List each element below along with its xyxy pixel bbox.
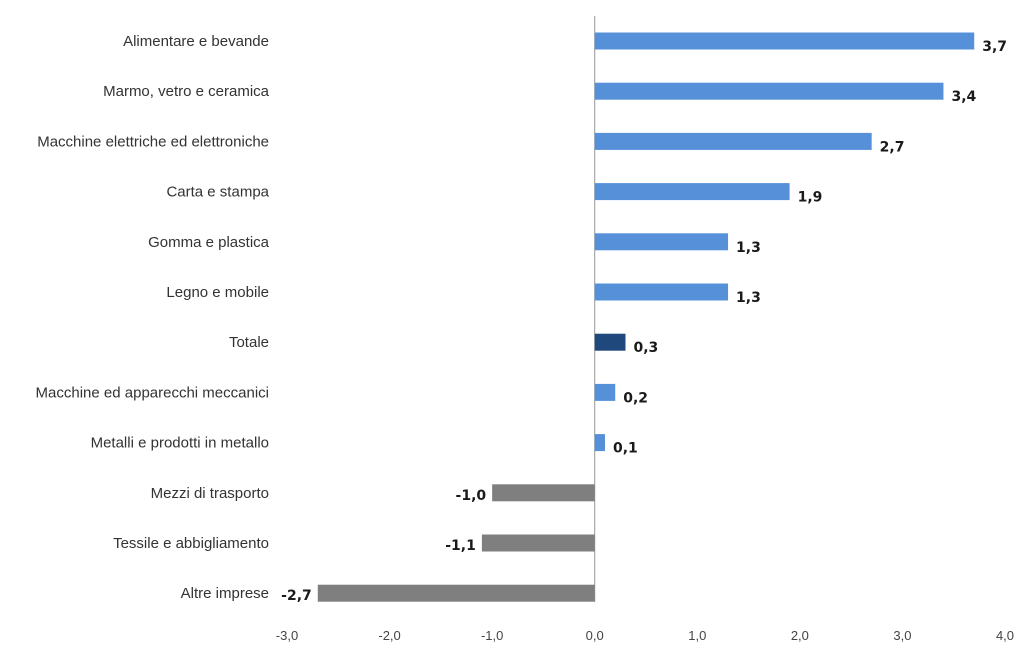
x-tick-label: -1,0 — [481, 628, 503, 643]
bar-alimentare-e-bevande — [594, 32, 975, 50]
x-tick-label: 2,0 — [791, 628, 809, 643]
value-label-alimentare-e-bevande: 3,7 — [982, 39, 1007, 55]
bar-altre-imprese — [317, 584, 595, 602]
x-tick-label: -3,0 — [276, 628, 298, 643]
category-label-altre-imprese: Altre imprese — [181, 585, 269, 602]
x-tick-label: 0,0 — [586, 628, 604, 643]
x-tick-label: -2,0 — [378, 628, 400, 643]
bar-tessile-e-abbigliamento — [481, 534, 595, 552]
x-tick-label: 3,0 — [893, 628, 911, 643]
category-label-totale: Totale — [229, 334, 269, 351]
value-label-macchine-ed-apparecchi-meccanici: 0,2 — [623, 390, 648, 406]
x-tick-label: 1,0 — [688, 628, 706, 643]
category-label-macchine-ed-apparecchi-meccanici: Macchine ed apparecchi meccanici — [36, 384, 269, 401]
value-label-gomma-e-plastica: 1,3 — [736, 240, 761, 256]
category-label-tessile-e-abbigliamento: Tessile e abbigliamento — [113, 535, 269, 552]
value-label-altre-imprese: -2,7 — [281, 588, 312, 604]
category-labels: Alimentare e bevande Marmo, vetro e ceram… — [36, 33, 270, 602]
value-labels: 3,7 3,4 2,7 1,9 1,3 1,3 0,3 0,2 0,1 -1,0 -1,1 -2,7 — [281, 39, 1007, 604]
value-label-totale: 0,3 — [633, 340, 658, 356]
bar-marmo-vetro-e-ceramica — [594, 82, 944, 100]
category-label-carta-e-stampa: Carta e stampa — [166, 184, 269, 201]
bar-gomma-e-plastica — [594, 233, 729, 251]
category-label-metalli-e-prodotti-in-metallo: Metalli e prodotti in metallo — [91, 435, 269, 452]
category-label-mezzi-di-trasporto: Mezzi di trasporto — [151, 485, 269, 502]
category-label-alimentare-e-bevande: Alimentare e bevande — [123, 33, 269, 50]
value-label-tessile-e-abbigliamento: -1,1 — [445, 538, 476, 554]
value-label-marmo-vetro-e-ceramica: 3,4 — [951, 89, 976, 105]
category-label-macchine-elettriche-ed-elettroniche: Macchine elettriche ed elettroniche — [37, 133, 269, 150]
category-label-legno-e-mobile: Legno e mobile — [166, 284, 269, 301]
bar-mezzi-di-trasporto — [492, 484, 595, 502]
bar-metalli-e-prodotti-in-metallo — [594, 434, 605, 452]
value-label-legno-e-mobile: 1,3 — [736, 290, 761, 306]
bar-legno-e-mobile — [594, 283, 729, 301]
value-label-carta-e-stampa: 1,9 — [798, 190, 823, 206]
bar-totale — [594, 333, 626, 351]
bars-layer — [317, 32, 975, 602]
bar-macchine-ed-apparecchi-meccanici — [594, 383, 616, 401]
bar-macchine-elettriche-ed-elettroniche — [594, 132, 872, 150]
x-tick-label: 4,0 — [996, 628, 1014, 643]
category-label-gomma-e-plastica: Gomma e plastica — [148, 234, 270, 251]
value-label-macchine-elettriche-ed-elettroniche: 2,7 — [880, 139, 905, 155]
x-axis-tick-labels: -3,0 -2,0 -1,0 0,0 1,0 2,0 3,0 4,0 — [276, 628, 1014, 643]
value-label-metalli-e-prodotti-in-metallo: 0,1 — [613, 441, 638, 457]
bar-carta-e-stampa — [594, 183, 790, 201]
category-label-marmo-vetro-e-ceramica: Marmo, vetro e ceramica — [103, 83, 270, 100]
value-label-mezzi-di-trasporto: -1,0 — [456, 488, 487, 504]
